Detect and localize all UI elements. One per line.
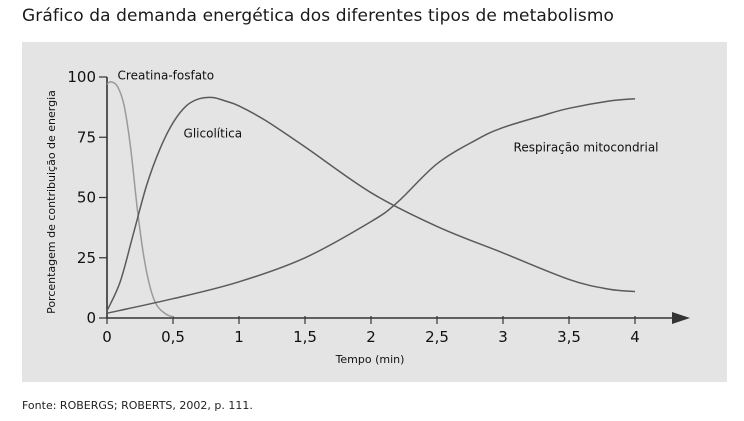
x-tick-label: 1 <box>234 328 244 346</box>
y-ticks: 0 25 50 75 100 <box>67 68 107 327</box>
y-tick-label: 0 <box>86 309 96 327</box>
x-tick-label: 0,5 <box>161 328 185 346</box>
series-label-1: Glicolítica <box>184 126 243 140</box>
y-tick-label: 100 <box>67 68 96 86</box>
x-ticks: 0 0,5 1 1,5 2 2,5 3 3,5 4 <box>102 316 640 346</box>
x-tick-label: 2 <box>366 328 376 346</box>
x-tick-label: 2,5 <box>425 328 449 346</box>
x-tick-label: 1,5 <box>293 328 317 346</box>
y-axis-title: Porcentagem de contribuição de energia <box>45 90 58 314</box>
x-axis-title: Tempo (min) <box>335 353 405 366</box>
series-line-1 <box>106 96 636 312</box>
x-tick-label: 3 <box>498 328 508 346</box>
series-line-2 <box>106 97 636 314</box>
series-layer <box>106 81 636 318</box>
y-tick-label: 75 <box>77 128 96 146</box>
y-tick-label: 25 <box>77 249 96 267</box>
series-line-0 <box>106 81 174 318</box>
source-citation: Fonte: ROBERGS; ROBERTS, 2002, p. 111. <box>22 399 253 412</box>
x-axis-arrow <box>672 312 690 324</box>
series-label-0: Creatina-fosfato <box>118 68 215 82</box>
chart-title: Gráfico da demanda energética dos difere… <box>22 6 615 26</box>
x-tick-label: 3,5 <box>557 328 581 346</box>
chart-panel: 0 0,5 1 1,5 2 2,5 3 3,5 4 0 25 50 75 100 Creatina-fo… <box>22 42 727 382</box>
labels-layer: Creatina-fosfato Glicolítica Respiração mi… <box>118 68 659 154</box>
x-tick-label: 4 <box>630 328 640 346</box>
chart-svg: 0 0,5 1 1,5 2 2,5 3 3,5 4 0 25 50 75 100 Creatina-fo… <box>45 68 690 366</box>
y-tick-label: 50 <box>77 189 96 207</box>
x-tick-label: 0 <box>102 328 112 346</box>
series-label-2: Respiração mitocondrial <box>514 141 659 155</box>
